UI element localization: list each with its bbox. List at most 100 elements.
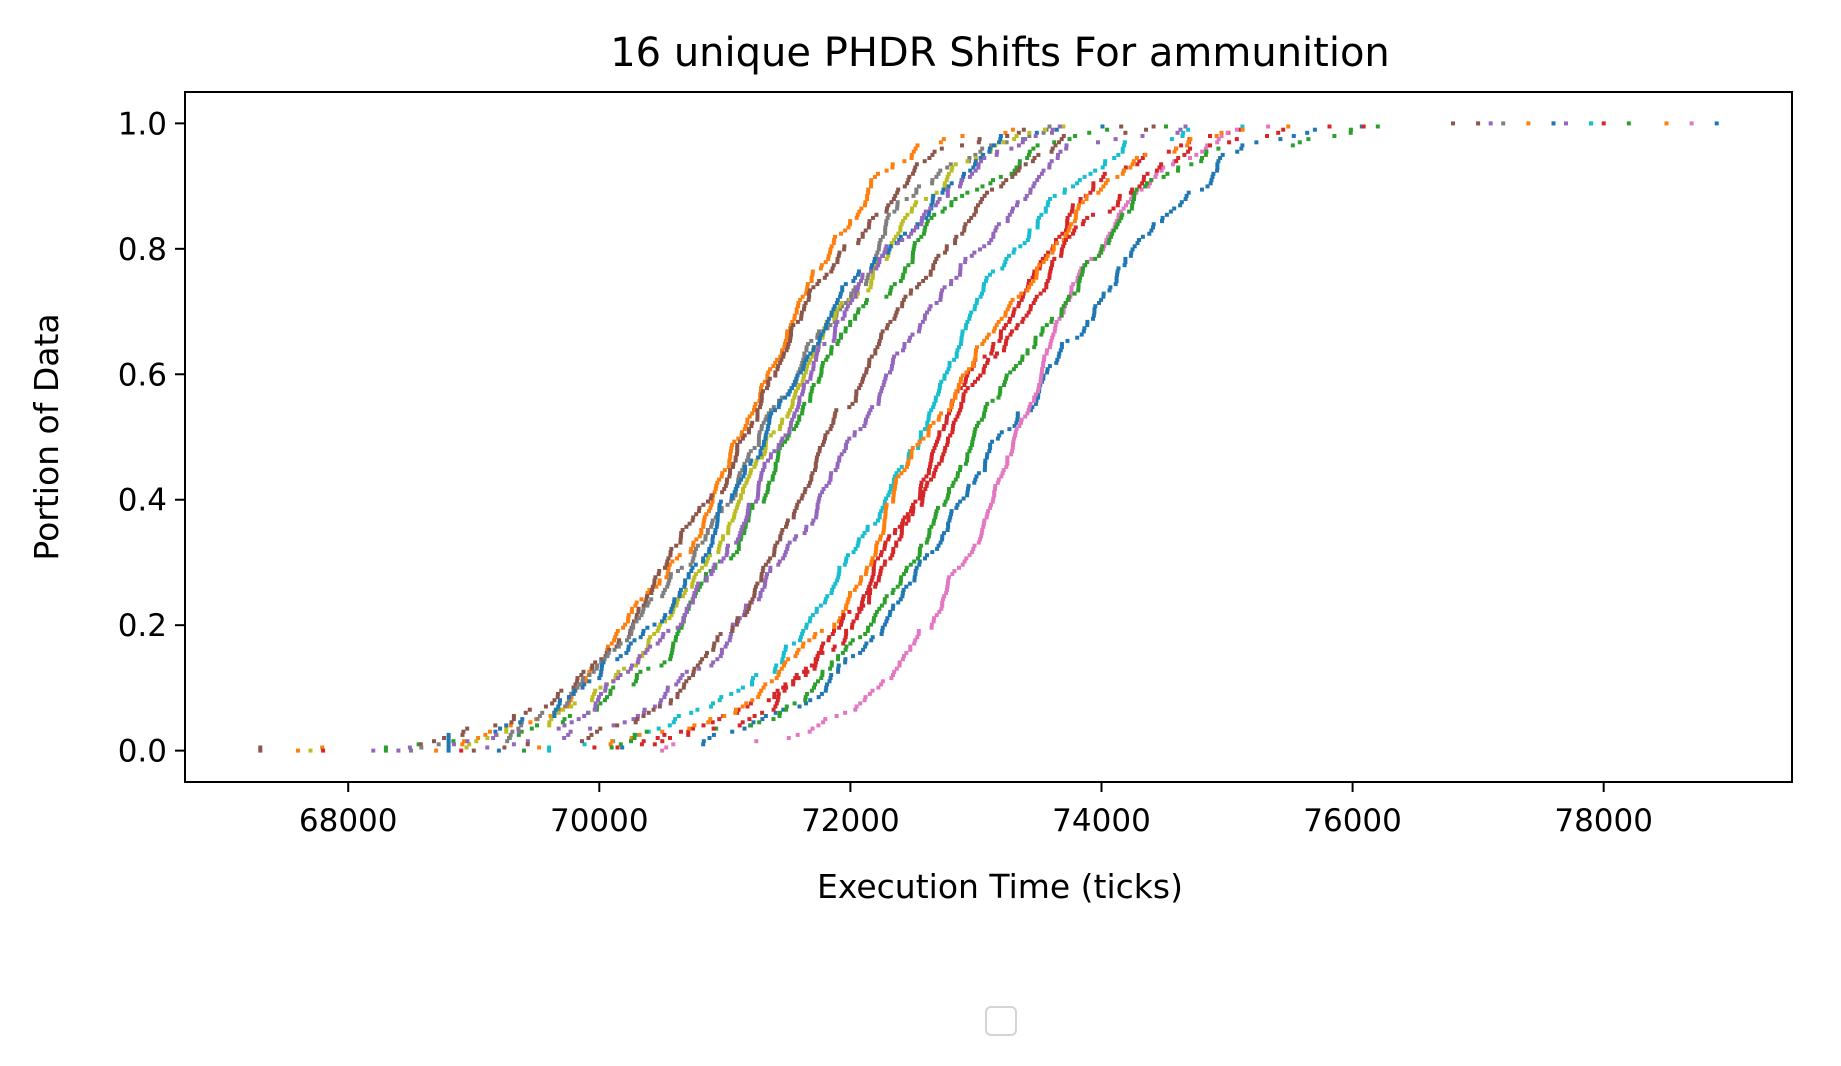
- data-point: [886, 212, 891, 217]
- data-point: [1140, 156, 1145, 160]
- series-12: [434, 121, 1531, 753]
- data-point: [1015, 203, 1019, 208]
- data-point: [635, 717, 640, 722]
- data-point: [726, 524, 731, 529]
- data-point: [1064, 228, 1068, 233]
- data-point: [938, 383, 942, 387]
- data-point: [669, 650, 674, 655]
- data-point: [853, 275, 858, 280]
- data-point: [973, 206, 978, 211]
- data-point: [383, 745, 388, 750]
- data-point: [1072, 219, 1077, 224]
- data-point: [917, 326, 922, 331]
- data-point: [785, 329, 790, 334]
- data-point: [929, 622, 934, 627]
- data-point: [938, 297, 943, 302]
- data-point: [634, 673, 639, 677]
- data-point: [890, 591, 895, 595]
- data-point: [1062, 190, 1067, 195]
- data-point: [984, 515, 989, 520]
- data-point: [783, 338, 788, 343]
- data-point: [857, 609, 862, 614]
- data-point: [892, 354, 897, 359]
- data-point: [1059, 247, 1064, 252]
- data-point: [602, 698, 607, 703]
- data-point: [739, 528, 744, 532]
- data-point: [843, 228, 848, 233]
- data-point: [775, 357, 780, 362]
- data-point: [467, 742, 472, 747]
- data-point: [876, 518, 880, 523]
- data-point: [1235, 127, 1239, 132]
- data-point: [902, 345, 907, 350]
- data-point: [948, 515, 953, 520]
- data-point: [982, 282, 986, 287]
- data-point: [958, 468, 962, 473]
- data-point: [1015, 411, 1020, 416]
- data-point: [909, 449, 914, 454]
- data-point: [865, 628, 870, 633]
- data-point: [971, 364, 975, 369]
- data-point: [715, 515, 720, 520]
- data-point: [646, 641, 651, 646]
- data-point: [1041, 364, 1046, 369]
- data-point: [709, 663, 714, 668]
- data-point: [815, 351, 819, 356]
- data-point: [1116, 200, 1121, 205]
- data-point: [562, 736, 567, 740]
- series-15: [396, 121, 1493, 753]
- data-point: [1125, 200, 1130, 205]
- data-point: [817, 338, 822, 343]
- data-point: [1041, 360, 1046, 365]
- data-point: [694, 546, 698, 551]
- data-point: [943, 250, 947, 255]
- data-point: [629, 632, 634, 636]
- data-point: [446, 739, 451, 744]
- data-point: [792, 427, 796, 432]
- data-point: [924, 275, 928, 280]
- data-point: [744, 458, 749, 463]
- data-point: [866, 225, 871, 230]
- data-point: [1143, 184, 1148, 189]
- data-point: [824, 483, 829, 488]
- data-point: [666, 556, 671, 561]
- data-point: [697, 509, 701, 514]
- data-point: [700, 657, 705, 662]
- data-point: [537, 745, 542, 750]
- data-point: [916, 238, 921, 242]
- data-point: [848, 301, 853, 305]
- data-point: [1063, 234, 1068, 239]
- data-point: [890, 360, 895, 365]
- data-point: [1120, 146, 1125, 151]
- data-point: [940, 534, 945, 539]
- data-point: [1059, 307, 1064, 312]
- data-point: [880, 625, 885, 630]
- data-point: [712, 562, 717, 567]
- data-point: [892, 669, 897, 674]
- data-point: [950, 165, 955, 170]
- data-point: [1179, 143, 1184, 148]
- data-point: [881, 528, 886, 532]
- data-point: [819, 263, 824, 268]
- data-point: [876, 263, 881, 268]
- data-point: [765, 427, 770, 432]
- data-point: [953, 238, 958, 242]
- data-point: [909, 152, 914, 157]
- data-point: [844, 307, 849, 312]
- data-point: [832, 332, 837, 337]
- data-point: [816, 452, 820, 457]
- data-point: [931, 474, 936, 479]
- data-point: [761, 389, 765, 394]
- data-point: [939, 458, 944, 463]
- data-point: [1109, 234, 1114, 239]
- data-point: [757, 691, 762, 696]
- data-point: [1007, 253, 1011, 258]
- data-point: [906, 452, 911, 457]
- data-point: [599, 691, 603, 696]
- data-point: [801, 628, 806, 633]
- data-point: [1159, 168, 1164, 173]
- data-point: [882, 499, 887, 504]
- data-point: [820, 673, 825, 677]
- data-point: [810, 471, 815, 476]
- data-point: [883, 376, 888, 381]
